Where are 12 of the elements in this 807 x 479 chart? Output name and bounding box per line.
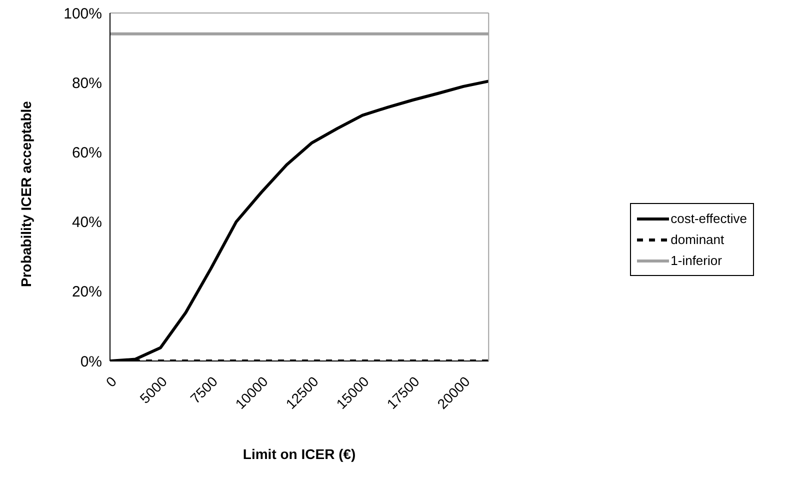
y-tick-label: 80% — [72, 74, 102, 92]
x-axis-title: Limit on ICER (€) — [242, 446, 356, 462]
y-axis-title: Probability ICER acceptable — [18, 100, 34, 287]
legend-label: 1-inferior — [670, 253, 722, 268]
y-tick-label: 20% — [72, 284, 102, 301]
legend-label: dominant — [670, 232, 724, 247]
legend-label: cost-effective — [670, 211, 747, 226]
y-tick-label: 100% — [64, 5, 102, 22]
y-tick-label: 40% — [72, 214, 102, 232]
y-tick-label: 0% — [80, 353, 102, 370]
y-tick-label: 60% — [72, 144, 102, 162]
x-tick-label: 0 — [102, 373, 120, 390]
